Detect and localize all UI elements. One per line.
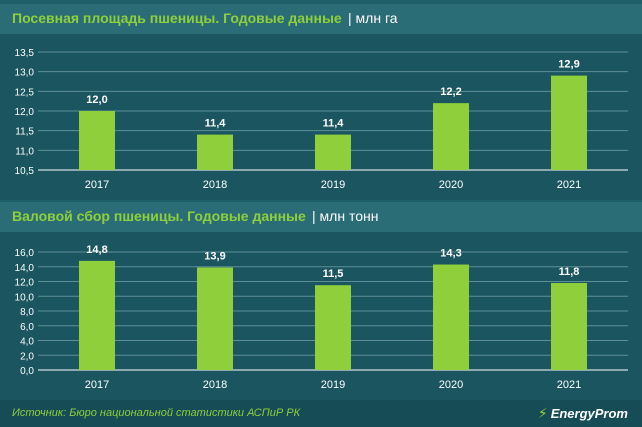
x-tick-label: 2020 (439, 379, 463, 391)
x-tick-label: 2018 (203, 179, 227, 191)
y-tick-label: 11,0 (15, 146, 34, 157)
bar (79, 111, 115, 170)
data-label: 13,9 (204, 250, 225, 262)
y-tick-label: 12,0 (15, 107, 35, 118)
bar (551, 282, 587, 370)
chart2-title: Валовой сбор пшеницы. Годовые данные (12, 208, 306, 224)
chart1-plot: 10,5 11,0 11,5 12,0 12,5 13,0 13,5 12,0 2017 11,4… (15, 48, 628, 191)
data-label: 12,0 (86, 94, 107, 106)
chart2-unit: | млн тонн (312, 208, 379, 224)
chart1-area: 10,5 11,0 11,5 12,0 12,5 13,0 13,5 12,0 2017 11,4… (0, 34, 642, 200)
bar (79, 260, 115, 370)
chart2-title-bar: Валовой сбор пшеницы. Годовые данные | м… (0, 202, 642, 232)
x-tick-label: 2019 (321, 179, 345, 191)
data-label: 14,8 (86, 244, 107, 256)
x-tick-label: 2017 (85, 179, 109, 191)
chart2-plot: 0,0 2,0 4,0 6,0 8,0 10,0 12,0 14,0 16,0 14,8 2017 1… (15, 244, 628, 391)
y-tick-label: 6,0 (20, 322, 34, 333)
bar (433, 264, 469, 370)
energyprom-logo: ⚡ EnergyProm (538, 405, 628, 422)
data-label: 11,8 (559, 266, 580, 278)
y-tick-label: 12,0 (15, 278, 35, 289)
lightning-bolt-icon: ⚡ (537, 405, 548, 421)
logo-text: EnergyProm (550, 406, 628, 421)
y-tick-label: 11,5 (15, 127, 34, 138)
footer: Источник: Бюро национальной статистики А… (0, 400, 642, 427)
source-note: Источник: Бюро национальной статистики А… (12, 407, 301, 419)
bar (315, 285, 351, 370)
data-label: 12,2 (440, 86, 461, 98)
x-tick-label: 2019 (321, 379, 345, 391)
data-label: 14,3 (440, 248, 461, 260)
y-tick-label: 4,0 (20, 337, 34, 348)
y-tick-label: 8,0 (20, 307, 34, 318)
chart1-title: Посевная площадь пшеницы. Годовые данные (12, 10, 342, 26)
bar (433, 103, 469, 170)
data-label: 12,9 (558, 59, 579, 71)
chart1-title-bar: Посевная площадь пшеницы. Годовые данные… (0, 4, 642, 34)
y-tick-label: 10,0 (15, 292, 35, 303)
x-tick-label: 2020 (439, 179, 463, 191)
y-tick-label: 14,0 (15, 263, 35, 274)
bar (315, 134, 351, 170)
x-tick-label: 2021 (557, 179, 581, 191)
x-tick-label: 2017 (85, 379, 109, 391)
y-tick-label: 0,0 (20, 366, 34, 377)
chart1-unit: | млн га (348, 10, 398, 26)
bar (551, 75, 587, 170)
y-tick-label: 16,0 (15, 248, 35, 259)
data-label: 11,4 (323, 118, 345, 130)
x-tick-label: 2021 (557, 379, 581, 391)
y-tick-label: 2,0 (20, 351, 34, 362)
bar (197, 134, 233, 170)
y-tick-label: 12,5 (15, 87, 35, 98)
data-label: 11,4 (205, 118, 227, 130)
data-label: 11,5 (323, 268, 344, 280)
y-tick-label: 10,5 (15, 166, 35, 177)
x-tick-label: 2018 (203, 379, 227, 391)
y-tick-label: 13,5 (15, 48, 35, 59)
y-tick-label: 13,0 (15, 68, 35, 79)
bar (197, 267, 233, 370)
chart2-area: 0,0 2,0 4,0 6,0 8,0 10,0 12,0 14,0 16,0 14,8 2017 1… (0, 232, 642, 400)
